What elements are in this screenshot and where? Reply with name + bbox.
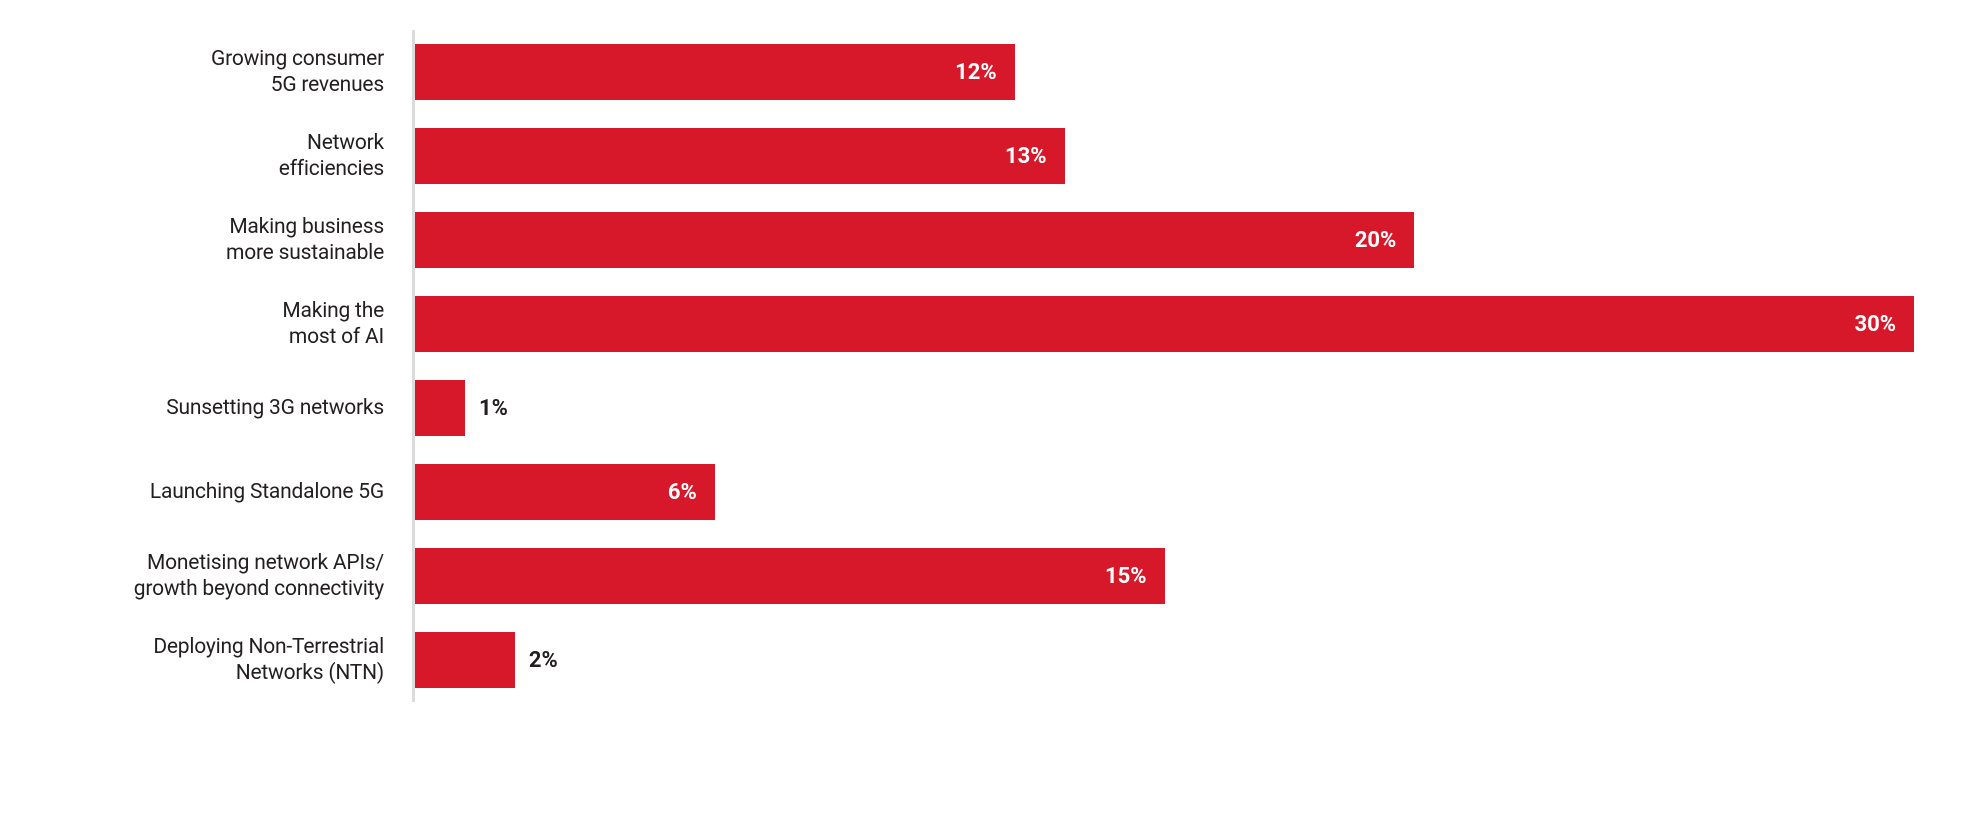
bar: 15% xyxy=(415,548,1165,604)
bar: 2% xyxy=(415,632,515,688)
bar-value-label: 2% xyxy=(515,648,558,673)
category-label: Deploying Non-TerrestrialNetworks (NTN) xyxy=(60,618,412,702)
bar-row: 2% xyxy=(415,618,1914,702)
bar-row: 13% xyxy=(415,114,1914,198)
bar-value-label: 1% xyxy=(465,396,508,421)
category-label: Networkefficiencies xyxy=(60,114,412,198)
category-labels-column: Growing consumer5G revenuesNetworkeffici… xyxy=(60,30,412,702)
bar: 20% xyxy=(415,212,1414,268)
bar-row: 30% xyxy=(415,282,1914,366)
bar-row: 6% xyxy=(415,450,1914,534)
category-label: Growing consumer5G revenues xyxy=(60,30,412,114)
horizontal-bar-chart: Growing consumer5G revenuesNetworkeffici… xyxy=(60,30,1914,702)
bar: 13% xyxy=(415,128,1065,184)
bar-value-label: 15% xyxy=(1105,564,1147,589)
bar-value-label: 13% xyxy=(1005,144,1047,169)
category-label: Monetising network APIs/growth beyond co… xyxy=(60,534,412,618)
category-label: Making themost of AI xyxy=(60,282,412,366)
bar-value-label: 30% xyxy=(1854,312,1896,337)
category-label: Making businessmore sustainable xyxy=(60,198,412,282)
bar: 12% xyxy=(415,44,1015,100)
bar-row: 12% xyxy=(415,30,1914,114)
bar-row: 20% xyxy=(415,198,1914,282)
bar-value-label: 20% xyxy=(1355,228,1397,253)
bar-value-label: 12% xyxy=(955,60,997,85)
bars-column: 12% 13% 20% 30% 1% 6% 15% 2% xyxy=(412,30,1914,702)
category-label: Launching Standalone 5G xyxy=(60,450,412,534)
bar-row: 15% xyxy=(415,534,1914,618)
bar: 6% xyxy=(415,464,715,520)
bar: 30% xyxy=(415,296,1914,352)
category-label: Sunsetting 3G networks xyxy=(60,366,412,450)
bar: 1% xyxy=(415,380,465,436)
bar-value-label: 6% xyxy=(668,480,697,505)
bar-row: 1% xyxy=(415,366,1914,450)
